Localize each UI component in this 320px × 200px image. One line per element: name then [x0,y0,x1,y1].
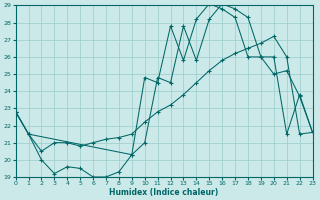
X-axis label: Humidex (Indice chaleur): Humidex (Indice chaleur) [109,188,219,197]
